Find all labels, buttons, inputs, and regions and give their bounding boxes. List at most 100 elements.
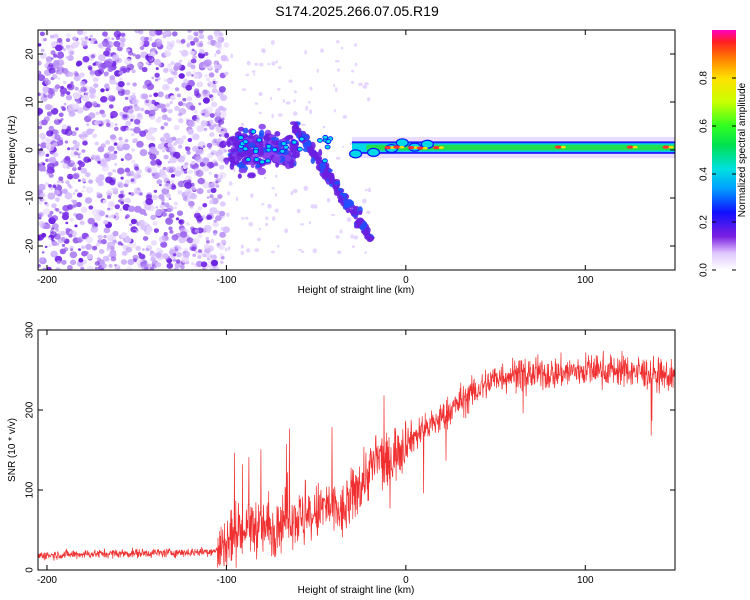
spectrogram-transition-blob (228, 136, 235, 141)
spectrogram-sparse-blob (312, 248, 317, 254)
spectrogram-noise-blob (220, 239, 227, 245)
spectrogram-noise-blob (139, 40, 145, 46)
spectrogram-transition-blob (275, 162, 280, 168)
spectrogram-sparse-blob (265, 216, 269, 220)
spectrogram-noise-blob (90, 226, 99, 233)
spectrogram-sparse-blob (275, 60, 278, 64)
spectrogram-noise-blob (131, 148, 136, 152)
spectrogram-sparse-blob (337, 68, 340, 72)
tracked-signal-peak (554, 145, 562, 149)
spectrogram-noise-blob (187, 120, 196, 128)
spectrogram-noise-blob (58, 70, 63, 75)
spectrogram-sparse-blob (285, 101, 291, 105)
spectrogram-sparse-blob (258, 111, 262, 115)
spectrogram-noise-blob (167, 108, 173, 114)
spectrogram-noise-blob (174, 170, 182, 177)
spectrogram-noise-blob (150, 214, 157, 220)
spectrogram-noise-blob (161, 198, 165, 202)
spectrogram-noise-blob (192, 237, 200, 245)
spectrogram-noise-blob (63, 102, 67, 106)
spectrogram-noise-blob (112, 54, 119, 61)
snr-background (38, 330, 675, 570)
spectrogram-noise-blob (101, 161, 109, 168)
spectrogram-noise-blob (71, 41, 79, 49)
spectrogram-noise-blob (64, 129, 73, 136)
spectrogram-noise-blob (108, 264, 113, 268)
spectrogram-noise-blob (203, 74, 208, 78)
spectrogram-noise-blob (94, 40, 98, 45)
spectrogram-noise-blob (157, 143, 165, 150)
spectrogram-transition-blob (272, 155, 281, 163)
spectrogram-y-tick-label: -20 (25, 238, 36, 253)
spectrogram-noise-blob (183, 170, 188, 174)
spectrogram-noise-blob (126, 63, 135, 71)
spectrogram-noise-blob (159, 169, 164, 174)
spectrogram-sparse-blob (245, 216, 249, 220)
spectrogram-noise-blob (214, 161, 218, 164)
spectrogram-streak-blob (327, 174, 333, 182)
spectrogram-noise-blob (197, 255, 202, 259)
spectrogram-noise-blob (53, 33, 59, 39)
spectrogram-transition-blob (284, 155, 292, 162)
spectrogram-noise-blob (153, 92, 159, 98)
spectrogram-noise-blob (187, 169, 193, 175)
spectrogram-transition-blob (271, 137, 279, 141)
spectrogram-noise-blob (132, 92, 136, 96)
spectrogram-noise-blob (130, 218, 137, 225)
spectrogram-noise-blob (72, 173, 80, 180)
spectrogram-noise-blob (74, 86, 79, 91)
spectrogram-noise-blob (214, 140, 217, 144)
spectrogram-noise-blob (155, 210, 162, 217)
spectrogram-noise-blob (53, 59, 60, 66)
spectrogram-noise-blob (185, 260, 190, 265)
spectrogram-noise-blob (68, 110, 76, 117)
spectrogram-noise-blob (55, 208, 60, 212)
spectrogram-noise-blob (91, 128, 95, 132)
spectrogram-hot-spot (245, 157, 252, 162)
spectrogram-noise-blob (131, 98, 139, 105)
spectrogram-sparse-blob (310, 204, 315, 209)
spectrogram-noise-blob (61, 124, 68, 130)
spectrogram-noise-blob (85, 172, 91, 178)
tracked-signal-peak (432, 146, 440, 150)
spectrogram-noise-blob (154, 30, 163, 36)
spectrogram-noise-blob (81, 149, 86, 153)
spectrogram-noise-blob (128, 205, 136, 212)
spectrogram-noise-blob (159, 103, 166, 110)
spectrogram-transition-blob (256, 149, 265, 156)
spectrogram-noise-blob (91, 101, 98, 107)
spectrogram-sparse-blob (263, 176, 267, 180)
spectrogram-noise-blob (172, 74, 179, 79)
spectrogram-sparse-blob (313, 204, 318, 209)
spectrogram-noise-blob (173, 142, 178, 146)
spectrogram-noise-blob (109, 153, 117, 161)
spectrogram-noise-blob (95, 111, 100, 116)
spectrogram-noise-blob (194, 88, 200, 93)
spectrogram-noise-blob (161, 201, 165, 205)
spectrogram-noise-blob (55, 44, 63, 52)
spectrogram-noise-blob (50, 107, 59, 115)
spectrogram-noise-blob (201, 112, 205, 116)
spectrogram-noise-blob (120, 70, 124, 74)
spectrogram-sparse-blob (267, 203, 272, 209)
spectrogram-noise-blob (170, 40, 176, 44)
spectrogram-noise-blob (124, 153, 133, 161)
spectrogram-noise-blob (81, 39, 84, 42)
spectrogram-x-label: Height of straight line (km) (298, 285, 415, 296)
spectrogram-noise-blob (200, 120, 208, 127)
spectrogram-sparse-blob (226, 58, 230, 62)
spectrogram-noise-blob (74, 189, 79, 193)
spectrogram-noise-blob (182, 250, 186, 254)
spectrogram-noise-blob (103, 220, 109, 225)
spectrogram-noise-blob (118, 41, 126, 48)
spectrogram-noise-blob (133, 118, 141, 125)
spectrogram-noise-blob (58, 51, 64, 57)
spectrogram-sparse-blob (214, 53, 217, 57)
spectrogram-noise-blob (124, 89, 131, 96)
spectrogram-noise-blob (166, 63, 173, 70)
spectrogram-sparse-blob (209, 199, 214, 205)
tracked-signal-peak-warm (422, 146, 428, 150)
spectrogram-noise-blob (113, 150, 118, 154)
spectrogram-transition-blob (249, 149, 254, 156)
spectrogram-noise-blob (219, 231, 227, 238)
